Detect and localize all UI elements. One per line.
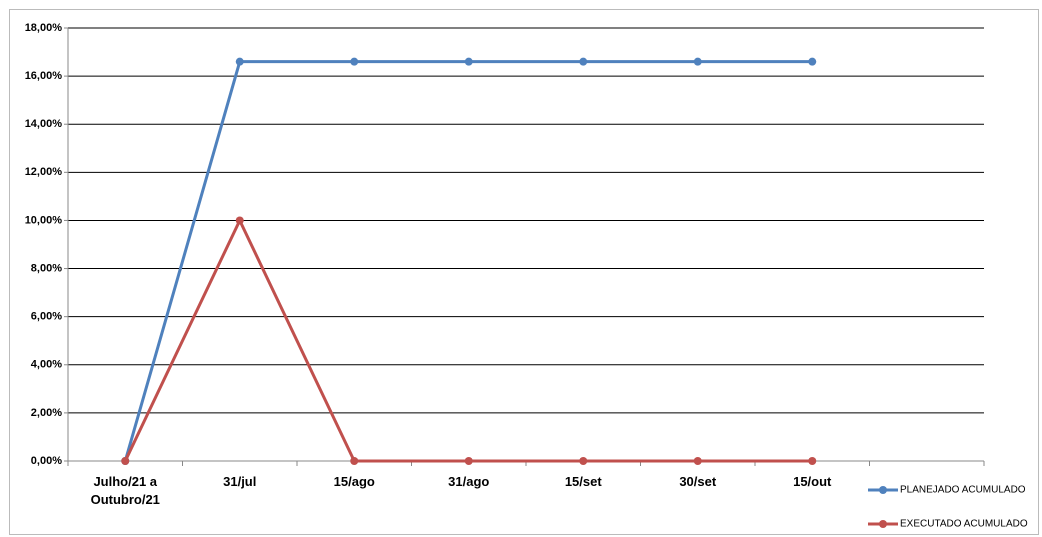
data-point: [579, 457, 588, 465]
legend-marker: [879, 520, 887, 528]
data-point: [693, 57, 702, 66]
series-line: [123, 60, 813, 462]
chart-border: [9, 9, 1039, 535]
y-tick-label: 12,00%: [25, 166, 63, 178]
data-point: [235, 57, 244, 66]
y-tick-label: 0,00%: [31, 455, 62, 467]
data-point: [121, 457, 130, 465]
y-tick-label: 10,00%: [25, 214, 63, 226]
x-tick-label: 15/set: [564, 474, 602, 489]
legend-label: PLANEJADO ACUMULADO: [900, 485, 1026, 496]
data-point: [350, 457, 359, 465]
series-line: [123, 216, 813, 463]
x-tick-label: 31/jul: [223, 474, 257, 489]
x-tick-label: 15/ago: [333, 474, 375, 489]
data-point: [579, 57, 588, 66]
y-tick-label: 8,00%: [31, 262, 62, 274]
legend-marker: [879, 486, 887, 494]
x-tick-label: 15/out: [793, 474, 832, 489]
y-tick-label: 2,00%: [31, 407, 62, 419]
x-tick-label: 30/set: [679, 474, 717, 489]
data-point: [350, 57, 359, 66]
data-point: [808, 457, 817, 465]
y-tick-label: 4,00%: [31, 359, 62, 371]
y-tick-label: 6,00%: [31, 311, 62, 323]
data-point: [693, 457, 702, 465]
data-point: [464, 57, 473, 66]
data-point: [808, 57, 817, 66]
y-tick-label: 18,00%: [25, 22, 63, 34]
data-point: [235, 216, 244, 225]
x-tick-label: Julho/21 a Outubro/21: [90, 474, 160, 507]
legend-label: EXECUTADO ACUMULADO: [900, 519, 1028, 530]
y-tick-label: 16,00%: [25, 70, 63, 82]
y-tick-label: 14,00%: [25, 118, 63, 130]
data-point: [464, 457, 473, 465]
x-tick-label: 31/ago: [448, 474, 490, 489]
